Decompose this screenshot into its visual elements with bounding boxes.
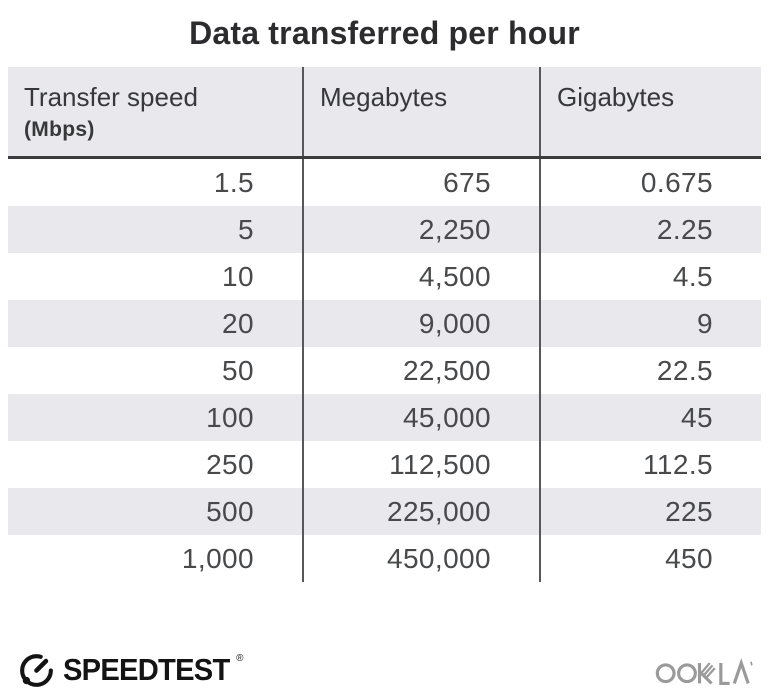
table-cell: 450 — [539, 535, 761, 582]
table-cell: 9 — [539, 300, 761, 347]
ookla-wordmark-icon — [655, 657, 753, 685]
ookla-logo: OOKLA — [655, 652, 757, 688]
table-cell: 0.675 — [539, 159, 761, 206]
page-title: Data transferred per hour — [189, 15, 580, 51]
table-cell: 4,500 — [302, 253, 539, 300]
table-row: 10 4,500 4.5 — [8, 253, 761, 300]
table-cell: 20 — [222, 307, 254, 339]
table-cell: 4.5 — [539, 253, 761, 300]
table-cell: 22,500 — [302, 347, 539, 394]
table-cell: 9,000 — [302, 300, 539, 347]
table-row: 50 22,500 22.5 — [8, 347, 761, 394]
table-cell: 450,000 — [302, 535, 539, 582]
column-header-megabytes: Megabytes — [302, 67, 539, 156]
table-row: 100 45,000 45 — [8, 394, 761, 441]
speedtest-logo: SPEEDTEST ® — [16, 649, 244, 690]
table-cell: 1.5 — [213, 166, 254, 198]
column-header-gigabytes: Gigabytes — [539, 67, 761, 156]
table-cell: 2.25 — [539, 206, 761, 253]
column-header-transfer-speed: Transfer speed (Mbps) — [8, 67, 302, 156]
table-cell: 45 — [539, 394, 761, 441]
table-cell: 225,000 — [302, 488, 539, 535]
table-cell: 10 — [222, 260, 254, 292]
table-row: 500 225,000 225 — [8, 488, 761, 535]
table-cell: 225 — [539, 488, 761, 535]
column-header-sublabel: (Mbps) — [24, 117, 95, 141]
table-cell: 112.5 — [539, 441, 761, 488]
table-cell: 1,000 — [181, 542, 254, 574]
table-cell: 500 — [206, 495, 254, 527]
table-row: 250 112,500 112.5 — [8, 441, 761, 488]
table-row: 1.5 675 0.675 — [8, 159, 761, 206]
footer: SPEEDTEST ® OOKLA — [0, 649, 769, 690]
data-table: Transfer speed (Mbps) Megabytes Gigabyte… — [8, 67, 761, 582]
column-header-label: Transfer speed — [24, 82, 198, 112]
gauge-icon — [20, 654, 53, 687]
table-cell: 112,500 — [302, 441, 539, 488]
speedtest-wordmark: SPEEDTEST — [63, 651, 230, 687]
table-header-row: Transfer speed (Mbps) Megabytes Gigabyte… — [8, 67, 761, 159]
table-cell: 675 — [302, 159, 539, 206]
table-cell: 250 — [206, 448, 254, 480]
table-cell: 50 — [222, 354, 254, 386]
table-row: 5 2,250 2.25 — [8, 206, 761, 253]
table-row: 1,000 450,000 450 — [8, 535, 761, 582]
table-cell: 5 — [238, 213, 254, 245]
table-cell: 100 — [206, 401, 254, 433]
table-row: 20 9,000 9 — [8, 300, 761, 347]
table-cell: 45,000 — [302, 394, 539, 441]
table-cell: 22.5 — [539, 347, 761, 394]
registered-trademark-icon: ® — [236, 653, 244, 664]
table-cell: 2,250 — [302, 206, 539, 253]
